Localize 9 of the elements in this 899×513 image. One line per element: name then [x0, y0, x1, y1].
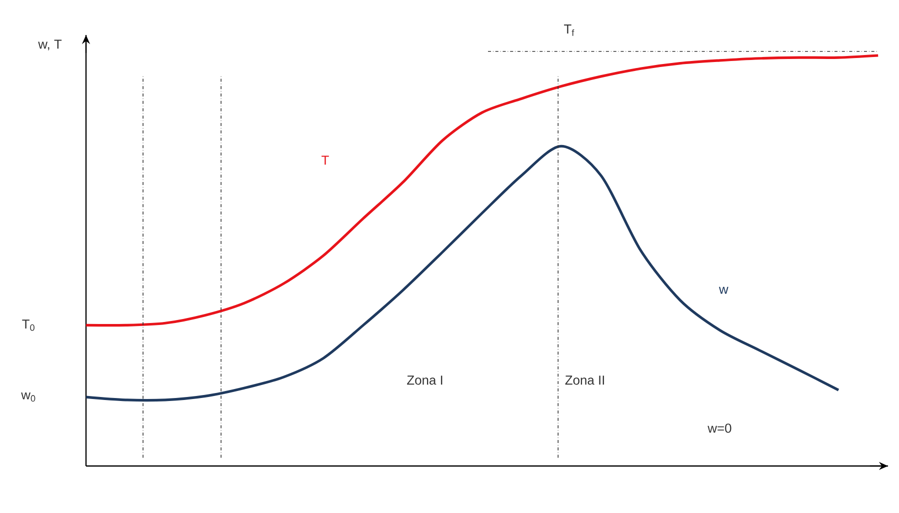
annotation: Zona I — [407, 376, 442, 385]
ref-line-label: T$_{f}$ — [564, 24, 574, 36]
y-axis-title: w, T — [38, 40, 62, 50]
annotation: w=0 — [708, 424, 732, 433]
text: T — [322, 156, 329, 165]
annotation: Zona II — [565, 376, 604, 385]
text: w — [718, 286, 728, 294]
text: T$_{0}$ — [22, 320, 34, 331]
text: w$_{0}$ — [21, 392, 36, 402]
